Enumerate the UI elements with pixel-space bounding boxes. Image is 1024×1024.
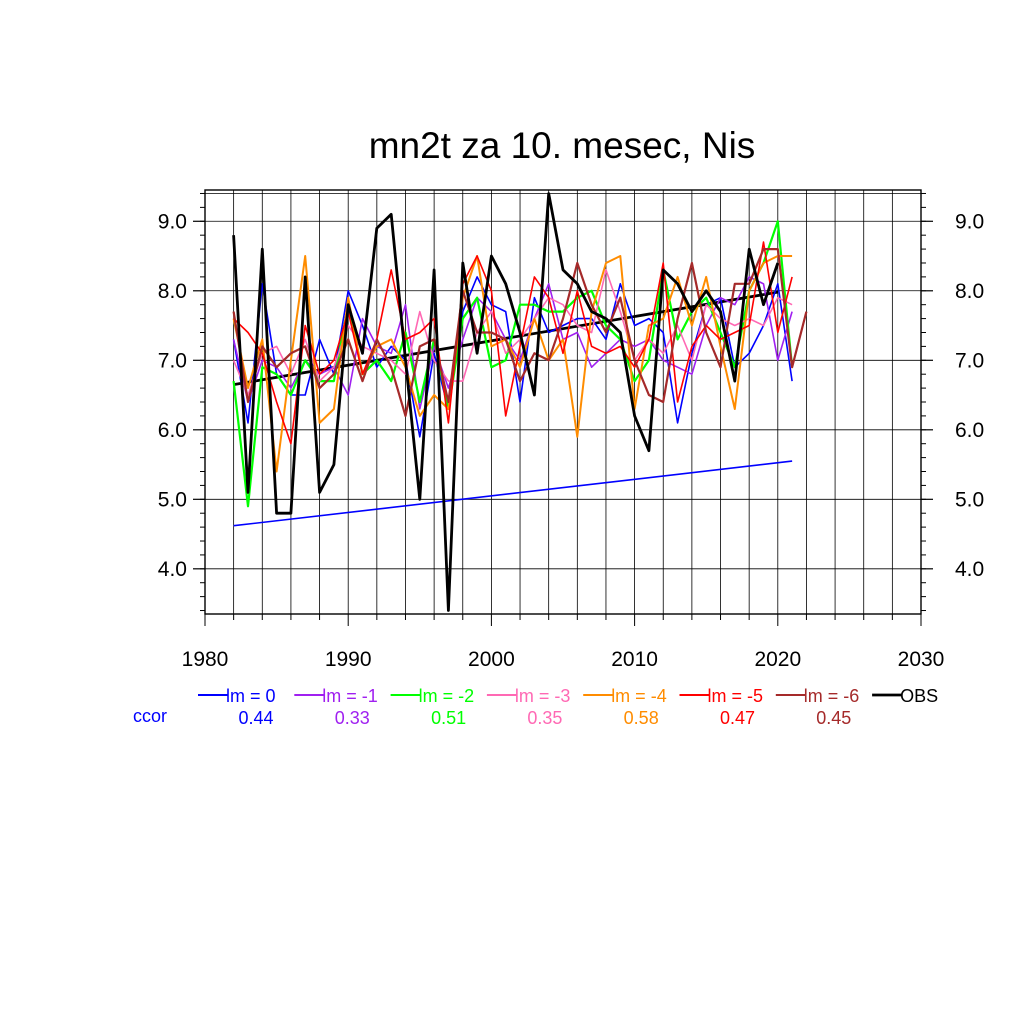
x-tick-label: 2000 [468,648,515,671]
y-tick-label-left: 5.0 [158,488,187,511]
axes: 4.0 4.0 5.0 5.0 6.0 6.0 7.0 7.0 8.0 8.0 9.0 9.0 1980… [158,192,984,671]
y-tick-label-left: 9.0 [158,210,187,233]
chart-title: mn2t za 10. mesec, Nis [369,125,756,166]
ccor-value: 0.44 [238,708,273,728]
y-tick-label-left: 8.0 [158,280,187,303]
y-tick-label-right: 8.0 [955,280,984,303]
y-tick-label-right: 7.0 [955,349,984,372]
legend-label: lm = -6 [804,686,860,706]
legend-label: lm = 0 [226,686,276,706]
x-tick-label: 1980 [182,648,229,671]
series-line-lmm1 [232,276,793,410]
series-line-lmm5 [233,241,793,445]
y-tick-label-right: 4.0 [955,558,984,581]
series-line-obs [232,192,780,612]
ccor-value: 0.58 [624,708,659,728]
legend-label: lm = -5 [708,686,764,706]
ccor-value: 0.33 [335,708,370,728]
y-tick-label-left: 7.0 [158,349,187,372]
x-tick-label: 2030 [898,648,945,671]
series-line-lmm6 [232,248,808,417]
y-tick-label-right: 6.0 [955,419,984,442]
ccor-value: 0.51 [431,708,466,728]
series-line-lmm3 [232,269,793,396]
y-tick-label-left: 6.0 [158,419,187,442]
x-tick-label: 2020 [754,648,801,671]
legend-label: lm = -4 [611,686,667,706]
y-tick-label-right: 9.0 [955,210,984,233]
ccor-value: 0.35 [527,708,562,728]
series-lines [232,192,808,612]
y-tick-label-right: 5.0 [955,488,984,511]
y-tick-label-left: 4.0 [158,558,187,581]
legend-label: lm = -1 [322,686,378,706]
legend-label: OBS [900,686,938,706]
series-line-lm0 [232,276,793,438]
ccor-value: 0.47 [720,708,755,728]
x-tick-label: 2010 [611,648,658,671]
plot-frame [204,189,922,615]
grid [205,190,921,614]
lm0-trend-line [233,460,793,527]
ccor-value: 0.45 [816,708,851,728]
legend-label: lm = -2 [419,686,475,706]
legend-label: lm = -3 [515,686,571,706]
ccor-label: ccor [133,706,167,726]
x-tick-label: 1990 [325,648,372,671]
